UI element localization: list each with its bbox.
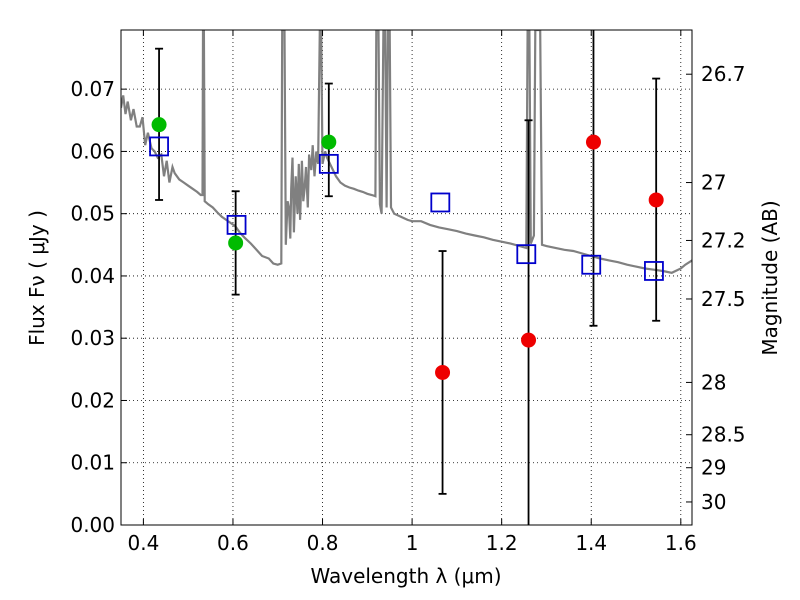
blue-square-marker bbox=[226, 214, 247, 235]
x-axis-label: Wavelength λ (μm) bbox=[310, 564, 501, 588]
blue-square-marker bbox=[430, 192, 451, 213]
green-point-marker bbox=[228, 235, 244, 251]
right-tick-label: 27.5 bbox=[701, 287, 746, 311]
x-tick-label: 0.4 bbox=[127, 531, 159, 555]
green-point-marker bbox=[321, 134, 337, 150]
y-tick-label: 0.04 bbox=[70, 264, 115, 288]
blue-square-marker bbox=[149, 136, 169, 157]
right-tick-label: 27 bbox=[701, 171, 726, 195]
blue-square-marker bbox=[516, 244, 537, 265]
blue-square-marker bbox=[581, 254, 602, 275]
x-tick-label: 1.6 bbox=[665, 531, 697, 555]
right-tick-label: 27.2 bbox=[701, 228, 746, 252]
x-tick-label: 0.8 bbox=[307, 531, 339, 555]
y-tick-label: 0.05 bbox=[70, 202, 115, 226]
x-tick-label: 1 bbox=[406, 531, 419, 555]
right-tick-label: 30 bbox=[701, 490, 726, 514]
x-tick-label: 0.6 bbox=[217, 531, 249, 555]
x-tick-label: 1.4 bbox=[575, 531, 607, 555]
plot-frame bbox=[120, 29, 693, 526]
y-tick-label: 0.01 bbox=[70, 451, 115, 475]
right-tick-label: 28.5 bbox=[701, 423, 746, 447]
y-tick-label: 0.03 bbox=[70, 326, 115, 350]
model-spectrum-line bbox=[121, 30, 692, 274]
red-point-marker bbox=[435, 364, 451, 380]
green-point-marker bbox=[151, 117, 167, 133]
right-tick-label: 29 bbox=[701, 456, 726, 480]
blue-square-marker bbox=[318, 153, 339, 174]
y-tick-label: 0.06 bbox=[70, 139, 115, 163]
plot-layer bbox=[121, 30, 692, 525]
grid-layer bbox=[121, 30, 692, 526]
right-tick-label: 26.7 bbox=[701, 62, 746, 86]
red-point-marker bbox=[585, 134, 601, 150]
y-tick-label: 0.00 bbox=[70, 513, 115, 537]
tick-layer: 0.4 0.6 0.8 1 1.2 1.4 1.6 0.00 0.01 0.02 0.03 0.04 0… bbox=[70, 30, 746, 555]
y-axis-label-right: Magnitude (AB) bbox=[758, 200, 782, 355]
y-axis-label: Flux Fν ( μJy ) bbox=[25, 210, 49, 346]
y-tick-label: 0.07 bbox=[70, 77, 115, 101]
red-point-marker bbox=[521, 332, 537, 348]
blue-square-marker bbox=[644, 261, 664, 281]
y-tick-label: 0.02 bbox=[70, 388, 115, 412]
x-tick-label: 1.2 bbox=[486, 531, 518, 555]
red-point-marker bbox=[648, 192, 664, 208]
right-tick-label: 28 bbox=[701, 370, 726, 394]
